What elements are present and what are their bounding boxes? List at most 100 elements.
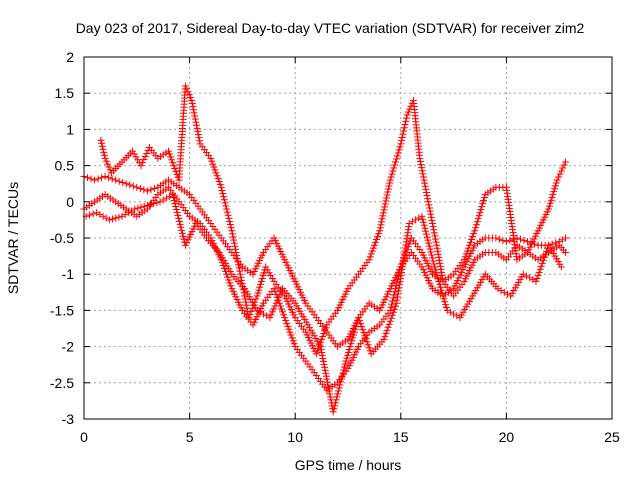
data-point [326, 393, 334, 401]
data-point [439, 292, 447, 300]
data-point [313, 347, 321, 355]
data-point [115, 213, 123, 221]
data-point [134, 204, 142, 212]
y-tick-label: -3 [62, 411, 75, 427]
data-point [282, 317, 290, 325]
data-point [219, 190, 227, 198]
data-point [220, 193, 228, 201]
axis-ticks [83, 56, 613, 420]
data-point [380, 335, 388, 343]
data-point [390, 305, 398, 313]
data-point [400, 124, 408, 132]
data-point [428, 251, 436, 259]
data-point [272, 299, 280, 307]
data-point [223, 205, 231, 213]
data-point [422, 227, 430, 235]
data-point [277, 305, 285, 313]
data-point [102, 214, 110, 222]
data-point [87, 175, 95, 183]
data-point [231, 242, 239, 250]
data-point [344, 351, 352, 359]
y-tick-label: -1.5 [50, 302, 74, 318]
data-point [179, 232, 187, 240]
y-axis-label: SDTVAR / TECUs [5, 182, 21, 294]
data-point [433, 272, 441, 280]
data-point [430, 229, 438, 237]
y-tick-label: 0 [66, 194, 74, 210]
data-point [424, 195, 432, 203]
data-point [554, 173, 562, 181]
data-point [119, 178, 127, 186]
data-point [373, 235, 381, 243]
data-point [385, 320, 393, 328]
x-tick-label: 25 [604, 429, 620, 445]
data-point [389, 308, 397, 316]
data-point [315, 341, 323, 349]
y-tick-label: 1 [66, 121, 74, 137]
data-point [519, 270, 527, 278]
data-point [317, 346, 325, 354]
data-point [387, 314, 395, 322]
data-point [428, 220, 436, 228]
data-point [172, 205, 180, 213]
data-point [550, 188, 558, 196]
data-point [339, 369, 347, 377]
x-tick-label: 20 [499, 429, 515, 445]
data-point [435, 277, 443, 285]
data-point [374, 233, 382, 241]
data-point [284, 322, 292, 330]
data-point [381, 200, 389, 208]
data-point [526, 274, 534, 282]
data-point [237, 273, 245, 281]
data-point [341, 360, 349, 368]
data-point [175, 217, 183, 225]
data-point [386, 306, 394, 314]
data-point [121, 210, 129, 218]
data-point [169, 194, 177, 202]
data-point [506, 236, 514, 244]
data-point [359, 326, 367, 334]
data-point [416, 154, 424, 162]
data-point [322, 369, 330, 377]
data-point [551, 185, 559, 193]
data-point [436, 262, 444, 270]
data-point [380, 206, 388, 214]
data-point [195, 134, 203, 142]
data-point [364, 341, 372, 349]
data-point [228, 227, 236, 235]
y-tick-label: -0.5 [50, 230, 74, 246]
data-point [532, 277, 540, 285]
data-point [156, 198, 164, 206]
data-point [267, 272, 275, 280]
x-tick-label: 15 [393, 429, 409, 445]
data-point [424, 198, 432, 206]
data-point [263, 266, 271, 274]
data-point [321, 363, 329, 371]
data-point [124, 209, 132, 217]
data-point [287, 331, 295, 339]
data-point [317, 343, 325, 351]
data-point [398, 133, 406, 141]
data-point [386, 176, 394, 184]
data-point [386, 179, 394, 187]
data-point [494, 285, 502, 293]
data-point [401, 121, 409, 129]
data-point [369, 244, 377, 252]
data-point [159, 196, 167, 204]
data-point [522, 272, 530, 280]
data-point [115, 177, 123, 185]
data-point [388, 311, 396, 319]
data-point [428, 254, 436, 262]
data-point [336, 381, 344, 389]
data-point [220, 196, 228, 204]
data-point [402, 248, 410, 256]
data-point [348, 337, 356, 345]
data-point [425, 201, 433, 209]
data-point [184, 88, 192, 96]
data-point [105, 174, 113, 182]
data-point [169, 191, 177, 199]
data-point [254, 289, 262, 297]
data-point [399, 130, 407, 138]
data-point [169, 159, 177, 167]
data-point [495, 235, 503, 243]
